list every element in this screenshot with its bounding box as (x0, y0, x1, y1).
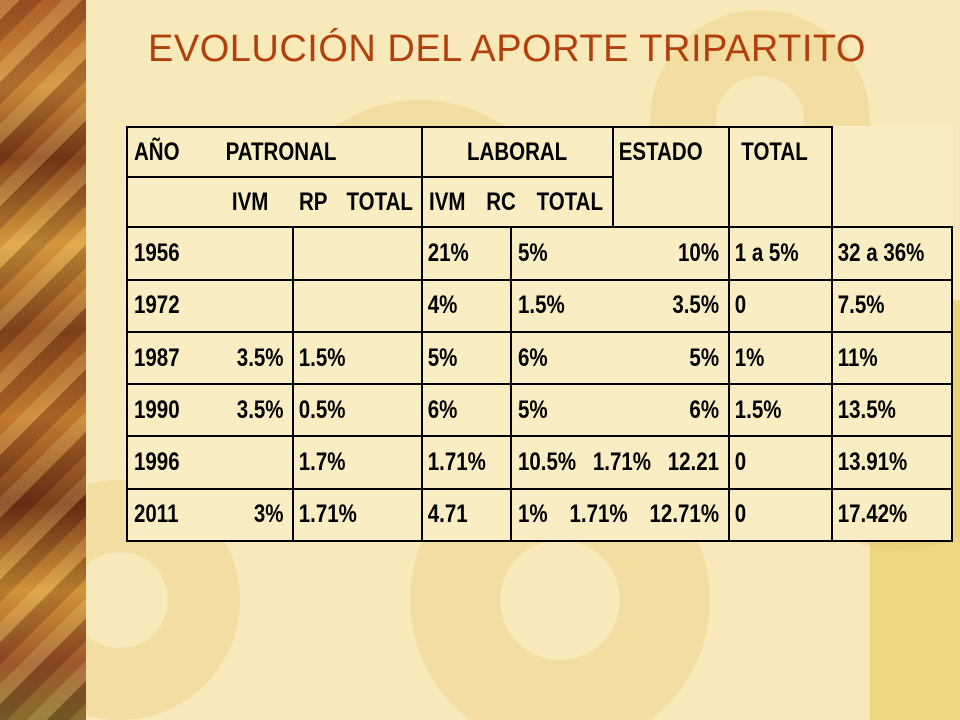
slide-title: EVOLUCIÓN DEL APORTE TRIPARTITO (148, 28, 866, 70)
row-total: 13.5% (831, 383, 931, 438)
header-l-rc: RC (485, 187, 516, 216)
header-l-total: TOTAL (536, 187, 603, 216)
row-p-rp: 1.5% (292, 330, 400, 386)
header-estado: ESTADO (611, 125, 709, 229)
row-anio-cell: 1972 (126, 278, 294, 333)
row-anio: 2011 (134, 500, 179, 529)
row-p-rp: 1.7% (292, 435, 400, 490)
row-estado: 1.5% (728, 383, 815, 438)
row-l-ivm-cell: 6% 5% (509, 330, 730, 386)
decorative-left-strip (0, 0, 86, 720)
header-row-2: IVM RP TOTAL IVM RC TOTAL (126, 176, 952, 229)
row-l-ivm-cell: 10.5% 1.71% 12.21 (509, 435, 730, 490)
header-row-1: AÑO PATRONAL LABORAL ESTADO TOTAL (126, 125, 952, 229)
row-p-total: 1.71% (420, 435, 496, 490)
row-estado: 1 a 5% (728, 226, 815, 281)
row-p-ivm: 3.5% (236, 343, 284, 372)
row-p-total: 4% (420, 278, 496, 333)
row-anio: 1996 (134, 448, 180, 477)
table-row: 1996 1.7% 1.71% 10.5% 1.71% 12.21 0 13.91% (126, 435, 952, 490)
row-l-total: 5% (689, 343, 719, 372)
row-p-rp: 1.71% (292, 487, 400, 543)
row-l-total: 12.71% (649, 500, 719, 529)
row-estado: 0 (728, 435, 815, 490)
row-estado: 0 (728, 278, 815, 333)
row-total: 32 a 36% (831, 226, 931, 281)
table-row: 2011 3% 1.71% 4.71 1% 1.71% 12.71% 0 17.42% (126, 487, 952, 543)
row-p-ivm: 3.5% (236, 395, 284, 424)
row-p-total: 6% (420, 383, 496, 438)
contribution-table: AÑO PATRONAL LABORAL ESTADO TOTAL IVM RP… (126, 125, 953, 543)
row-p-total: 4.71 (420, 487, 496, 543)
row-l-total: 6% (689, 395, 719, 424)
row-l-ivm-cell: 5% 6% (509, 383, 730, 438)
row-l-rc: 1.71% (569, 500, 628, 529)
row-l-ivm: 5% (517, 239, 548, 268)
row-total: 7.5% (831, 278, 931, 333)
row-anio-cell: 2011 3% (126, 487, 294, 543)
row-l-rc: 1.71% (592, 448, 651, 477)
row-p-ivm: 3% (253, 500, 284, 529)
row-l-ivm-cell: 5% 10% (509, 226, 730, 281)
row-anio: 1987 (134, 343, 180, 372)
row-l-ivm: 6% (517, 343, 548, 372)
row-anio: 1956 (134, 239, 180, 268)
row-l-ivm: 1.5% (517, 291, 565, 320)
row-total: 17.42% (831, 487, 931, 543)
row-anio-cell: 1990 3.5% (126, 383, 294, 438)
row-l-ivm: 1% (517, 500, 548, 529)
header-l-ivm: IVM (428, 187, 466, 216)
row-anio-cell: 1996 (126, 435, 294, 490)
row-l-ivm: 10.5% (517, 448, 576, 477)
header-p-rp: RP (298, 187, 328, 216)
row-l-total: 12.21 (667, 448, 719, 477)
table-row: 1956 21% 5% 10% 1 a 5% 32 a 36% (126, 226, 952, 281)
row-p-total: 5% (420, 330, 496, 386)
row-anio: 1972 (134, 291, 180, 320)
header-laboral-cell: LABORAL (420, 125, 614, 179)
row-anio: 1990 (134, 395, 180, 424)
row-anio-cell: 1956 (126, 226, 294, 281)
header-p-rp-total: RP TOTAL (292, 176, 423, 229)
table-row: 1987 3.5% 1.5% 5% 6% 5% 1% 11% (126, 330, 952, 386)
row-l-ivm: 5% (517, 395, 548, 424)
row-l-ivm-cell: 1.5% 3.5% (509, 278, 730, 333)
row-total: 11% (831, 330, 931, 386)
header-anio-patronal: AÑO PATRONAL (126, 125, 423, 179)
header-p-total: TOTAL (346, 187, 413, 216)
header-laboral: LABORAL (467, 137, 568, 166)
row-p-rp (292, 226, 400, 281)
row-estado: 0 (728, 487, 815, 543)
row-estado: 1% (728, 330, 815, 386)
header-patronal: PATRONAL (225, 137, 337, 166)
row-l-total: 10% (677, 239, 719, 268)
header-total: TOTAL (728, 125, 815, 229)
header-anio: AÑO (134, 137, 180, 166)
row-p-total: 21% (420, 226, 496, 281)
table-row: 1972 4% 1.5% 3.5% 0 7.5% (126, 278, 952, 333)
row-p-rp: 0.5% (292, 383, 400, 438)
header-laboral-sub: IVM RC TOTAL (420, 176, 614, 229)
row-total: 13.91% (831, 435, 931, 490)
row-anio-cell: 1987 3.5% (126, 330, 294, 386)
table-row: 1990 3.5% 0.5% 6% 5% 6% 1.5% 13.5% (126, 383, 952, 438)
row-l-total: 3.5% (671, 291, 719, 320)
header-p-ivm: IVM (227, 176, 282, 229)
header-empty (126, 176, 210, 229)
row-p-rp (292, 278, 400, 333)
row-l-ivm-cell: 1% 1.71% 12.71% (509, 487, 730, 543)
